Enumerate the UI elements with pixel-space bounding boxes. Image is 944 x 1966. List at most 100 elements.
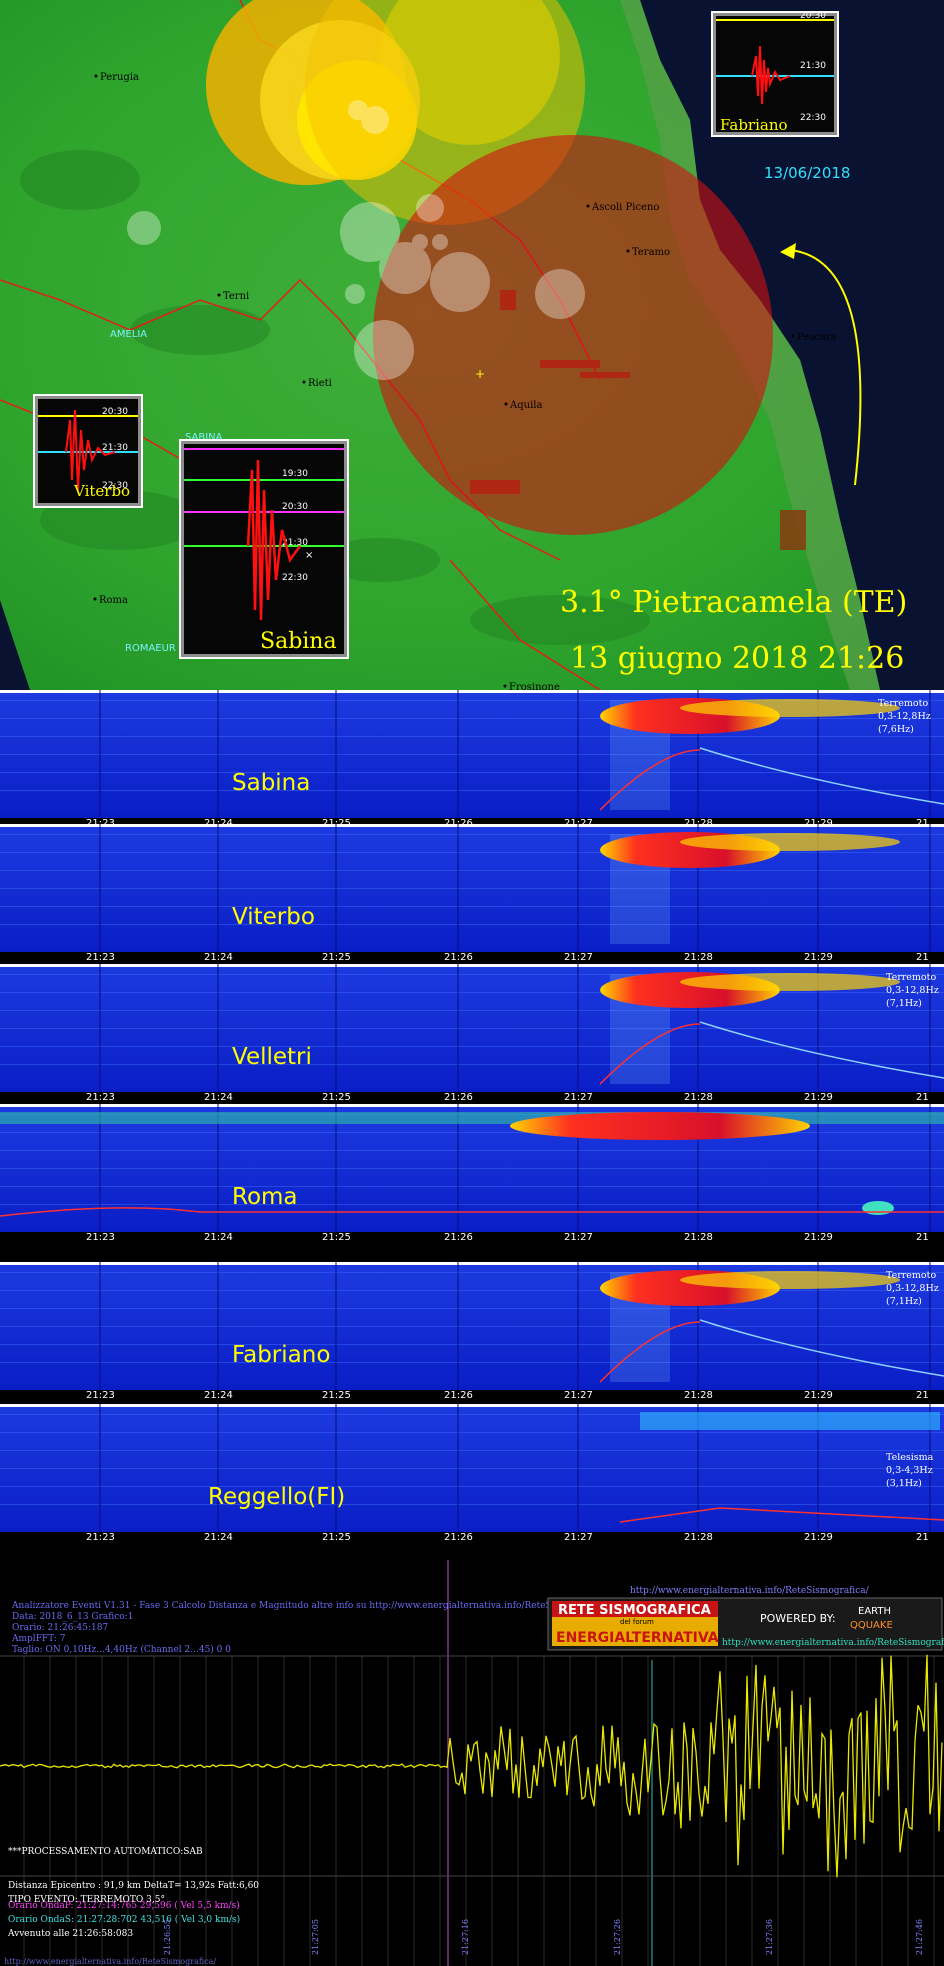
city-label-rieti: Rieti: [308, 378, 332, 389]
avvenuto: Avvenuto alle 21:26:58:083: [7, 1929, 133, 1939]
time-tick-label: 21:24: [204, 1232, 233, 1243]
time-tick-label: 21:29: [804, 1390, 833, 1401]
spectrogram-note: (7,1Hz): [886, 998, 922, 1009]
spectrogram-1: Sabina Terremoto 0,3-12,8Hz (7,6Hz) 21:23 21:…: [0, 690, 944, 829]
city-label-teramo: Teramo: [632, 247, 670, 258]
time-tick-label: 21:26: [444, 818, 473, 829]
seismo-time-tick: 21:27:05: [311, 1919, 320, 1955]
city-label-sabina: SABINA: [185, 432, 223, 443]
time-tick-label: 21:29: [804, 952, 833, 963]
time-tick-label: 21: [916, 1232, 929, 1243]
distanza: Distanza Epicentro : 91,9 km DeltaT= 13,…: [8, 1881, 259, 1891]
time-tick-label: 21:23: [86, 1390, 115, 1401]
city-label-roma: Roma: [99, 595, 128, 606]
inset-sabina: 19:30 20:30 21:30 22:30 × Sabina: [179, 439, 349, 659]
info-line-2: Orario: 21:26:45:187: [12, 1623, 108, 1633]
time-tick-label: 21:25: [322, 1232, 351, 1243]
spectrogram-note: 0,3-12,8Hz: [878, 711, 931, 722]
svg-text:21:30: 21:30: [102, 443, 128, 453]
time-tick-label: 21:28: [684, 1390, 713, 1401]
spectrogram-5: Fabriano Terremoto 0,3-12,8Hz (7,1Hz) 21:23 2…: [0, 1262, 944, 1401]
time-tick-label: 21:29: [804, 1092, 833, 1103]
seismogram-panel: http://www.energialternativa.info/ReteSi…: [0, 1550, 944, 1966]
svg-text:20:30: 20:30: [800, 11, 826, 21]
time-tick-label: 21:28: [684, 1232, 713, 1243]
svg-text:http://www.energialternativa.i: http://www.energialternativa.info/ReteSi…: [722, 1638, 944, 1648]
spectrogram-station-label: Roma: [232, 1184, 298, 1210]
info-line-3: AmplFFT: 7: [11, 1634, 66, 1644]
svg-text:22:30: 22:30: [800, 113, 826, 123]
seismo-time-tick: 21:26:55: [163, 1919, 172, 1955]
time-tick-label: 21:25: [322, 1390, 351, 1401]
svg-text:RETE SISMOGRAFICA: RETE SISMOGRAFICA: [558, 1603, 711, 1618]
time-tick-label: 21:26: [444, 1390, 473, 1401]
time-tick-label: 21: [916, 1532, 929, 1543]
svg-text:22:30: 22:30: [282, 573, 308, 583]
time-tick-label: 21:27: [564, 1092, 593, 1103]
time-tick-label: 21:27: [564, 1390, 593, 1401]
url-top: http://www.energialternativa.info/ReteSi…: [630, 1586, 870, 1596]
svg-text:QQUAKE: QQUAKE: [850, 1620, 893, 1631]
time-tick-label: 21:23: [86, 818, 115, 829]
spectrogram-stack: Sabina Terremoto 0,3-12,8Hz (7,6Hz) 21:23 21:…: [0, 690, 944, 1543]
spectrogram-note: (7,6Hz): [878, 724, 914, 735]
time-tick-label: 21:27: [564, 1532, 593, 1543]
spectrogram-3: Velletri Terremoto 0,3-12,8Hz (7,1Hz) 21:23 2…: [0, 964, 944, 1103]
spectrogram-note: (3,1Hz): [886, 1478, 922, 1489]
time-tick-label: 21: [916, 1390, 929, 1401]
info-line-0: Analizzatore Eventi V1.31 - Fase 3 Calco…: [11, 1601, 609, 1611]
spectrogram-note: Terremoto: [886, 972, 936, 983]
spectrogram-station-label: Viterbo: [232, 904, 315, 930]
city-label-aquila: Aquila: [509, 400, 542, 411]
time-tick-label: 21:23: [86, 952, 115, 963]
spectrogram-note: 0,3-4,3Hz: [886, 1465, 933, 1476]
time-tick-label: 21:25: [322, 1092, 351, 1103]
svg-text:22:30: 22:30: [102, 481, 128, 491]
seismo-time-tick: 21:27:26: [613, 1919, 622, 1955]
time-tick-label: 21:28: [684, 1092, 713, 1103]
time-tick-label: 21: [916, 1092, 929, 1103]
time-tick-label: 21:28: [684, 818, 713, 829]
info-line-4: Taglio: ON 0,10Hz...4,40Hz (Channel 2...…: [12, 1644, 231, 1655]
svg-text:20:30: 20:30: [282, 502, 308, 512]
svg-text:+: +: [475, 367, 485, 381]
time-tick-label: 21:25: [322, 818, 351, 829]
svg-text:ENERGIALTERNATIVA: ENERGIALTERNATIVA: [556, 1630, 719, 1646]
seismo-time-tick: 21:27:46: [915, 1919, 924, 1955]
spectrogram-6: Reggello(FI) Telesisma 0,3-4,3Hz (3,1Hz) 21:…: [0, 1404, 944, 1543]
svg-text:19:30: 19:30: [282, 469, 308, 479]
time-tick-label: 21:26: [444, 1092, 473, 1103]
time-tick-label: 21:25: [322, 1532, 351, 1543]
time-tick-label: 21:29: [804, 1232, 833, 1243]
time-tick-label: 21:23: [86, 1092, 115, 1103]
map-panel: + Perugia Ascoli Piceno Teramo Terni AME…: [0, 0, 944, 693]
time-tick-label: 21:28: [684, 1532, 713, 1543]
time-tick-label: 21:26: [444, 1532, 473, 1543]
city-label-romaeur: ROMAEUR: [125, 643, 176, 654]
city-label-amelia: AMELIA: [110, 329, 147, 340]
svg-text:21:30: 21:30: [800, 61, 826, 71]
event-title: 3.1° Pietracamela (TE): [560, 585, 907, 620]
spectrogram-station-label: Velletri: [232, 1044, 312, 1070]
city-label-terni: Terni: [223, 291, 249, 302]
city-label-frosinone: Frosinone: [509, 682, 560, 693]
time-tick-label: 21:27: [564, 952, 593, 963]
spectrogram-note: 0,3-12,8Hz: [886, 985, 939, 996]
spectrogram-note: Terremoto: [878, 698, 928, 709]
spectrogram-note: Terremoto: [886, 1270, 936, 1281]
spectrogram-2: Viterbo 21:23 21:24 21:25 21:26 21:27 21:28 21:…: [0, 824, 944, 963]
time-tick-label: 21:26: [444, 952, 473, 963]
seismo-time-tick: 21:27:16: [461, 1919, 470, 1955]
map-date: 13/06/2018: [764, 164, 850, 182]
time-tick-label: 21:28: [684, 952, 713, 963]
time-tick-label: 21:27: [564, 1232, 593, 1243]
time-tick-label: 21:24: [204, 952, 233, 963]
spectrogram-station-label: Reggello(FI): [208, 1484, 345, 1510]
svg-text:EARTH: EARTH: [858, 1606, 891, 1617]
city-label-pescara: Pescara: [797, 332, 837, 343]
time-tick-label: 21:24: [204, 1390, 233, 1401]
time-tick-label: 21:26: [444, 1232, 473, 1243]
time-tick-label: 21:29: [804, 1532, 833, 1543]
svg-text:21:30: 21:30: [282, 538, 308, 548]
